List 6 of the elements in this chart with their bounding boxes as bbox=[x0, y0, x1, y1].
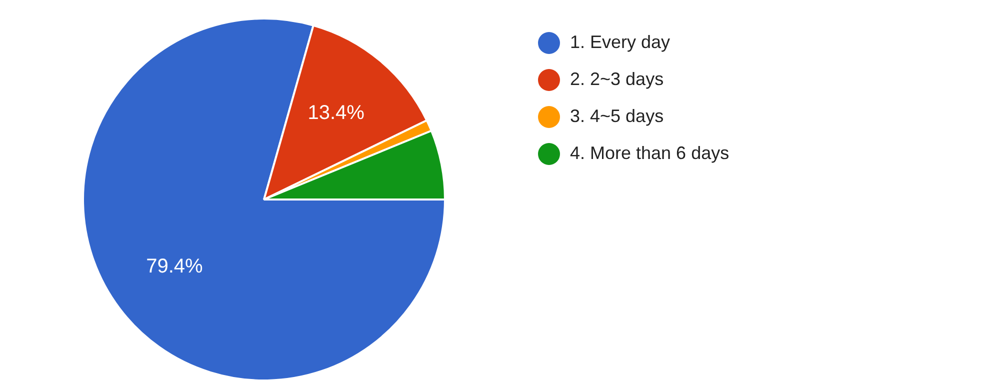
data-label: 13.4% bbox=[308, 102, 365, 124]
legend-label: 2. 2~3 days bbox=[570, 69, 664, 90]
legend-label: 4. More than 6 days bbox=[570, 143, 730, 164]
legend-label: 1. Every day bbox=[570, 32, 670, 53]
legend-label: 3. 4~5 days bbox=[570, 106, 664, 127]
data-label: 79.4% bbox=[146, 256, 204, 278]
